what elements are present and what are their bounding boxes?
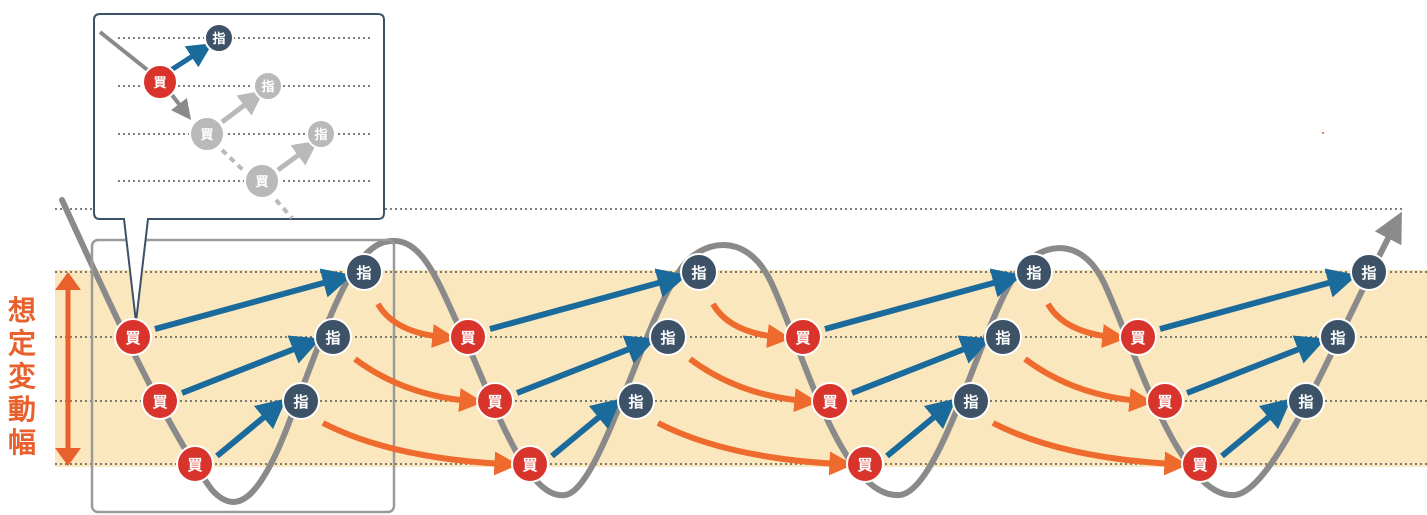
carry-arrow — [710, 302, 792, 348]
carry-arrow — [688, 356, 819, 413]
limit-order-node: 指 — [680, 253, 718, 291]
buy-order-node: 買 — [1181, 445, 1219, 483]
limit-order-node: 指 — [617, 382, 655, 420]
buy-label: 買 — [487, 393, 502, 411]
limit-label: 指 — [356, 264, 371, 282]
buy-label: 買 — [1157, 393, 1172, 411]
limit-label: 指 — [1361, 264, 1376, 282]
buy-label: 買 — [125, 329, 140, 347]
limit-order-node: 指 — [345, 253, 383, 291]
limit-label: 指 — [995, 329, 1010, 347]
buy-order-node: 買 — [511, 445, 549, 483]
buy-order-node: 買 — [114, 318, 152, 356]
buy-label: 買 — [200, 128, 213, 143]
buy-to-limit-arrow — [550, 398, 622, 459]
buy-to-limit-arrow — [154, 268, 353, 332]
buy-order-node: 買 — [142, 64, 178, 100]
limit-order-node: 指 — [253, 71, 283, 101]
buy-to-limit-arrow — [1220, 398, 1292, 459]
buy-label: 買 — [795, 329, 810, 347]
buy-to-limit-arrow — [1159, 268, 1358, 332]
buy-label: 買 — [822, 393, 837, 411]
limit-order-node: 指 — [1287, 382, 1325, 420]
buy-order-node: 買 — [449, 318, 487, 356]
carry-arrow — [321, 420, 519, 476]
buy-label: 買 — [1192, 456, 1207, 474]
range-label-char: 定 — [7, 327, 36, 360]
limit-order-node: 指 — [649, 318, 687, 356]
stray-mark — [1322, 132, 1324, 134]
buy-order-node: 買 — [1119, 318, 1157, 356]
buy-to-limit-arrow — [850, 335, 991, 396]
range-label-char: 変 — [7, 360, 36, 393]
buy-order-node: 買 — [244, 163, 280, 199]
buy-order-node: 買 — [1146, 382, 1184, 420]
range-label-char: 想 — [7, 294, 36, 327]
limit-order-node: 指 — [1319, 318, 1357, 356]
carry-arrow — [656, 420, 854, 476]
buy-label: 買 — [153, 76, 166, 91]
limit-order-node: 指 — [1015, 253, 1053, 291]
buy-label: 買 — [522, 456, 537, 474]
limit-label: 指 — [1330, 329, 1345, 347]
limit-label: 指 — [212, 31, 225, 47]
carry-arrow — [375, 302, 457, 348]
buy-order-node: 買 — [784, 318, 822, 356]
limit-label: 指 — [963, 393, 978, 411]
buy-to-limit-arrow — [1185, 335, 1326, 396]
buy-to-limit-arrow — [489, 268, 688, 332]
buy-to-limit-arrow — [215, 398, 287, 459]
buy-label: 買 — [187, 456, 202, 474]
limit-label: 指 — [1298, 393, 1313, 411]
range-label: 想 定 変 動 幅 — [4, 294, 40, 459]
limit-label: 指 — [325, 329, 340, 347]
buy-order-node: 買 — [176, 445, 214, 483]
carry-arrow — [1045, 302, 1127, 348]
zoom-frame — [90, 238, 396, 514]
buy-label: 買 — [460, 329, 475, 347]
limit-order-node: 指 — [306, 119, 336, 149]
limit-order-node: 指 — [204, 23, 234, 53]
buy-order-node: 買 — [811, 382, 849, 420]
buy-to-limit-arrow — [180, 335, 321, 396]
buy-to-limit-arrow — [515, 335, 656, 396]
limit-label: 指 — [628, 393, 643, 411]
buy-to-limit-arrow — [885, 398, 957, 459]
limit-label: 指 — [1026, 264, 1041, 282]
range-label-char: 動 — [7, 393, 36, 426]
limit-order-node: 指 — [984, 318, 1022, 356]
limit-label: 指 — [660, 329, 675, 347]
carry-arrow — [353, 356, 484, 413]
limit-label: 指 — [314, 127, 327, 143]
entry-arrows — [154, 268, 1358, 459]
buy-order-node: 買 — [476, 382, 514, 420]
range-double-arrow — [55, 272, 81, 466]
buy-order-node: 買 — [189, 116, 225, 152]
limit-label: 指 — [261, 79, 274, 95]
limit-order-node: 指 — [314, 318, 352, 356]
limit-label: 指 — [293, 393, 308, 411]
buy-label: 買 — [857, 456, 872, 474]
limit-order-node: 指 — [1350, 253, 1388, 291]
limit-label: 指 — [691, 264, 706, 282]
carry-arrow — [1023, 356, 1154, 413]
range-label-char: 幅 — [7, 426, 36, 459]
carry-arrows — [321, 302, 1189, 476]
buy-label: 買 — [152, 393, 167, 411]
buy-label: 買 — [1130, 329, 1145, 347]
buy-to-limit-arrow — [824, 268, 1023, 332]
carry-arrow — [991, 420, 1189, 476]
limit-order-node: 指 — [282, 382, 320, 420]
limit-order-node: 指 — [952, 382, 990, 420]
buy-order-node: 買 — [141, 382, 179, 420]
buy-order-node: 買 — [846, 445, 884, 483]
buy-label: 買 — [255, 175, 268, 190]
